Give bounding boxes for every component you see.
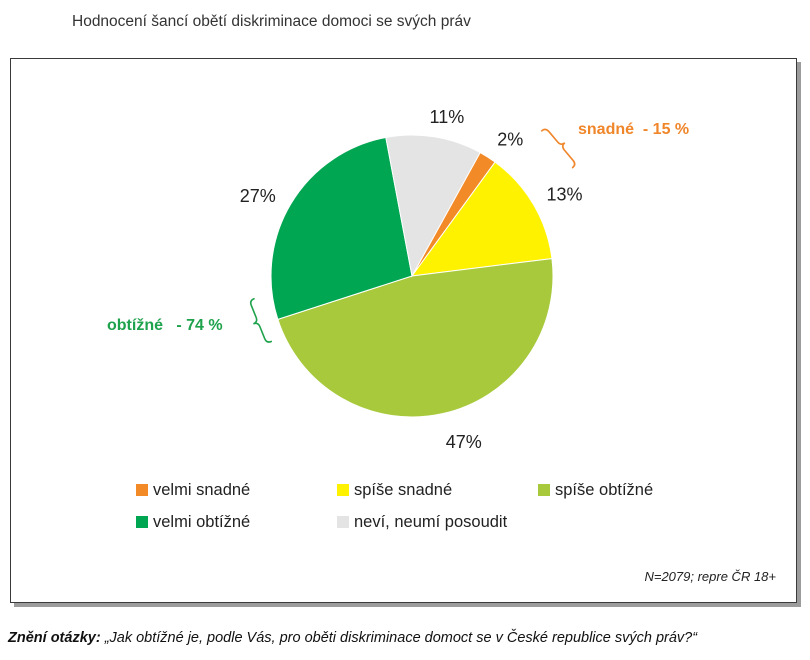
legend-label-nevi: neví, neumí posoudit	[354, 513, 508, 531]
pie-slices	[270, 134, 554, 418]
legend-swatch-velmi-obtizne	[136, 516, 148, 528]
pie-chart: 2% 13% 47% 27% 11%	[240, 107, 583, 452]
pie-slice-spise-obtizne	[277, 258, 554, 418]
legend-item-spise-snadne: spíše snadné	[337, 480, 527, 500]
pie-slice-spise-snadne	[410, 161, 553, 277]
legend-swatch-velmi-snadne	[136, 484, 148, 496]
legend-label-spise-snadne: spíše snadné	[354, 481, 453, 499]
pie-slice-velmi-obtizne	[270, 136, 413, 320]
legend-item-nevi: neví, neumí posoudit	[337, 512, 527, 532]
data-label-velmi-obtizne: 27%	[240, 186, 276, 206]
legend-label-spise-obtizne: spíše obtížné	[555, 481, 654, 499]
legend-item-velmi-snadne: velmi snadné	[136, 480, 326, 500]
annotation-obtizne: obtížné - 74 %	[107, 317, 223, 334]
question-label: Znění otázky:	[8, 630, 101, 646]
annotation-brace-obtizne	[249, 298, 273, 343]
data-label-velmi-snadne: 2%	[497, 130, 523, 150]
legend-swatch-spise-snadne	[337, 484, 349, 496]
pie-slice-nevi-neumi-posoudit	[385, 134, 481, 278]
legend-label-velmi-obtizne: velmi obtížné	[153, 513, 251, 531]
legend-label-velmi-snadne: velmi snadné	[153, 481, 251, 499]
legend-swatch-spise-obtizne	[538, 484, 550, 496]
data-label-spise-snadne: 13%	[546, 185, 582, 205]
legend-swatch-nevi	[337, 516, 349, 528]
question-text: „Jak obtížné je, podle Vás, pro oběti di…	[104, 630, 698, 646]
legend-item-velmi-obtizne: velmi obtížné	[136, 512, 326, 532]
data-label-spise-obtizne: 47%	[446, 432, 482, 452]
sample-note: N=2079; repre ČR 18+	[644, 569, 776, 584]
chart-title: Hodnocení šancí obětí diskriminace domoc…	[72, 13, 471, 30]
annotation-snadne: snadné - 15 %	[578, 121, 690, 138]
annotation-brace-snadne	[540, 128, 576, 169]
question-wording: Znění otázky: „Jak obtížné je, podle Vás…	[8, 629, 697, 647]
data-label-nevi-neumi-posoudit: 11%	[430, 107, 465, 127]
legend-item-spise-obtizne: spíše obtížné	[538, 480, 728, 500]
pie-data-labels: 2% 13% 47% 27% 11%	[240, 107, 583, 452]
